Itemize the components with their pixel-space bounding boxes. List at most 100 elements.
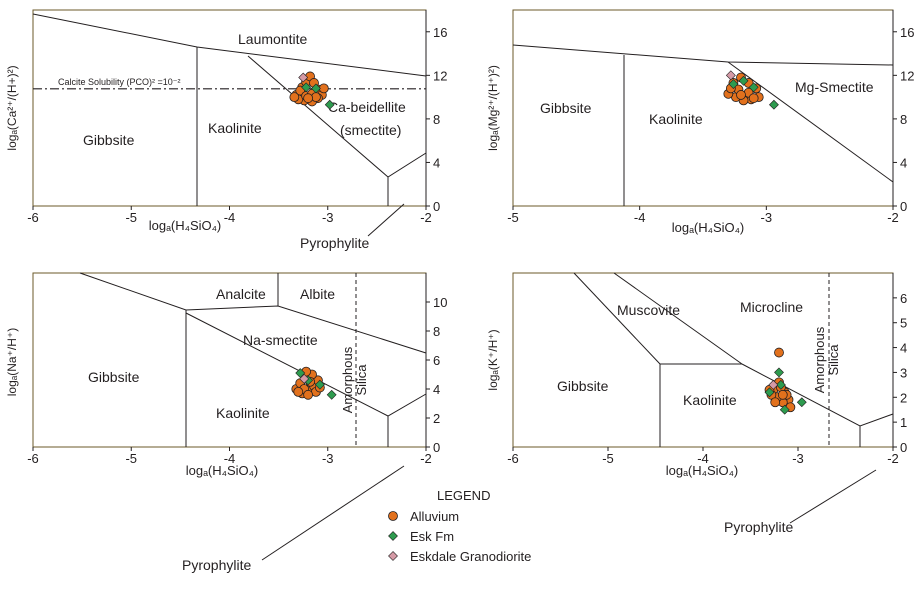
y-tick-label: 4 — [433, 155, 440, 170]
x-axis-label: logₐ(H₄SiO₄) — [672, 220, 745, 235]
x-tick-label: -6 — [27, 451, 39, 466]
field-label-smectite: (smectite) — [340, 122, 401, 138]
legend-marker-eskdale-granodiorite — [388, 551, 398, 561]
y-tick-label: 16 — [433, 25, 447, 40]
axis-ticks: -6 -5 -4 -3 -20 4 8 12 16 — [27, 25, 447, 225]
pyrophylite-pointer — [261, 465, 405, 561]
panel-k: Muscovite Microcline Gibbsite Kaolinite … — [486, 272, 907, 535]
field-label-kaolinite: Kaolinite — [649, 111, 703, 127]
y-tick-label: 16 — [900, 25, 914, 40]
panel-mg: Gibbsite Kaolinite Mg-Smectite -5 -4 -3 -20… — [486, 9, 914, 235]
data-point-esk-fm — [324, 99, 335, 110]
data-points — [291, 366, 337, 400]
data-points — [764, 347, 807, 415]
y-axis-label: logₐ(Mg²⁺/(H⁺)²) — [486, 65, 500, 151]
data-point-alluvium — [770, 397, 781, 408]
pyrophylite-pointer — [367, 203, 405, 237]
y-tick-label: 0 — [900, 199, 907, 214]
data-point-eskdale-granodiorite — [298, 72, 309, 83]
data-point-alluvium — [289, 92, 300, 103]
data-point-alluvium — [777, 389, 788, 400]
field-label-silica: Silica — [354, 364, 369, 396]
data-point-esk-fm — [764, 387, 775, 398]
field-label-gibbsite: Gibbsite — [83, 132, 135, 148]
y-tick-label: 0 — [433, 440, 440, 455]
field-label-kaolinite: Kaolinite — [216, 405, 270, 421]
legend: LEGEND Alluvium Esk Fm Eskdale Granodior… — [388, 488, 531, 564]
y-tick-label: 10 — [433, 295, 447, 310]
y-tick-label: 6 — [900, 291, 907, 306]
field-label-gibbsite: Gibbsite — [88, 369, 140, 385]
data-point-esk-fm — [769, 99, 779, 110]
data-point-alluvium — [303, 389, 314, 400]
data-point-esk-fm — [326, 389, 337, 400]
y-tick-label: 0 — [433, 199, 440, 214]
data-points — [723, 70, 779, 110]
y-tick-label: 8 — [433, 324, 440, 339]
y-tick-label: 6 — [433, 353, 440, 368]
y-axis-label: logₐ(Ca²⁺/(H+)²) — [5, 65, 19, 150]
panel-ca: Calcite Solubility (PCO)² =10⁻² Laumonti… — [5, 9, 447, 251]
field-label-na-smectite: Na-smectite — [243, 332, 318, 348]
y-axis-label: logₐ(K⁺/H⁺) — [486, 329, 500, 390]
legend-marker-esk-fm — [388, 531, 398, 541]
field-label-pyrophylite: Pyrophylite — [724, 519, 793, 535]
calcite-solubility-label: Calcite Solubility (PCO)² =10⁻² — [58, 77, 181, 87]
x-tick-label: -5 — [125, 451, 137, 466]
legend-title: LEGEND — [437, 488, 490, 503]
data-point-esk-fm — [728, 79, 739, 89]
field-label-microcline: Microcline — [740, 299, 803, 315]
field-label-mg-smectite: Mg-Smectite — [795, 79, 874, 95]
x-tick-label: -4 — [697, 451, 709, 466]
x-tick-label: -6 — [27, 210, 39, 225]
x-tick-label: -2 — [420, 451, 432, 466]
data-point-esk-fm — [311, 83, 321, 94]
y-tick-label: 0 — [900, 440, 907, 455]
data-point-esk-fm — [738, 75, 749, 86]
x-tick-label: -5 — [507, 210, 519, 225]
axis-ticks: -6 -5 -4 -3 -20 1 2 3 4 5 6 — [507, 291, 907, 466]
axis-ticks: -6 -5 -4 -3 -20 2 4 6 8 10 — [27, 295, 447, 466]
x-tick-label: -2 — [887, 451, 899, 466]
boundary-gibbsite-muscovite — [573, 272, 661, 365]
data-point-esk-fm — [314, 379, 325, 390]
data-point-esk-fm — [775, 379, 786, 390]
field-label-kaolinite: Kaolinite — [683, 392, 737, 408]
x-tick-label: -5 — [602, 451, 614, 466]
data-point-alluvium — [774, 347, 784, 358]
boundary-kaolinite-smectite — [185, 312, 427, 417]
field-label-albite: Albite — [300, 286, 335, 302]
data-point-alluvium — [736, 90, 746, 100]
x-tick-label: -5 — [125, 210, 137, 225]
y-tick-label: 8 — [433, 112, 440, 127]
data-point-alluvium — [293, 386, 304, 397]
legend-label-eskdale-granodiorite: Eskdale Granodiorite — [410, 549, 531, 564]
data-points — [289, 71, 335, 110]
boundary-upper — [512, 44, 894, 66]
x-axis-label: logₐ(H₄SiO₄) — [186, 463, 259, 478]
legend-marker-alluvium — [388, 511, 398, 521]
field-label-gibbsite: Gibbsite — [557, 378, 609, 394]
x-axis-label: logₐ(H₄SiO₄) — [149, 218, 222, 233]
field-label-muscovite: Muscovite — [617, 302, 680, 318]
y-axis-label: logₐ(Na⁺/H⁺) — [5, 328, 19, 396]
y-tick-label: 1 — [900, 415, 907, 430]
x-tick-label: -3 — [792, 451, 804, 466]
field-label-silica: Silica — [826, 344, 841, 376]
data-point-esk-fm — [301, 82, 312, 93]
boundary-kaolinite-beidellite — [247, 55, 427, 178]
y-tick-label: 12 — [900, 68, 914, 83]
y-tick-label: 8 — [900, 112, 907, 127]
x-tick-label: -6 — [507, 451, 519, 466]
pyrophylite-pointer — [789, 469, 877, 524]
panel-na: Analcite Albite Na-smectite Gibbsite Kao… — [5, 272, 447, 573]
y-tick-label: 5 — [900, 316, 907, 331]
data-point-eskdale-granodiorite — [768, 379, 779, 390]
field-label-ca-beidellite: Ca-beidellite — [328, 99, 406, 115]
boundary-kaolinite-smectite — [727, 61, 894, 183]
y-tick-label: 3 — [900, 365, 907, 380]
data-point-esk-fm — [748, 82, 759, 93]
field-label-kaolinite: Kaolinite — [208, 120, 262, 136]
data-point-eskdale-granodiorite — [299, 373, 310, 384]
y-tick-label: 12 — [433, 68, 447, 83]
